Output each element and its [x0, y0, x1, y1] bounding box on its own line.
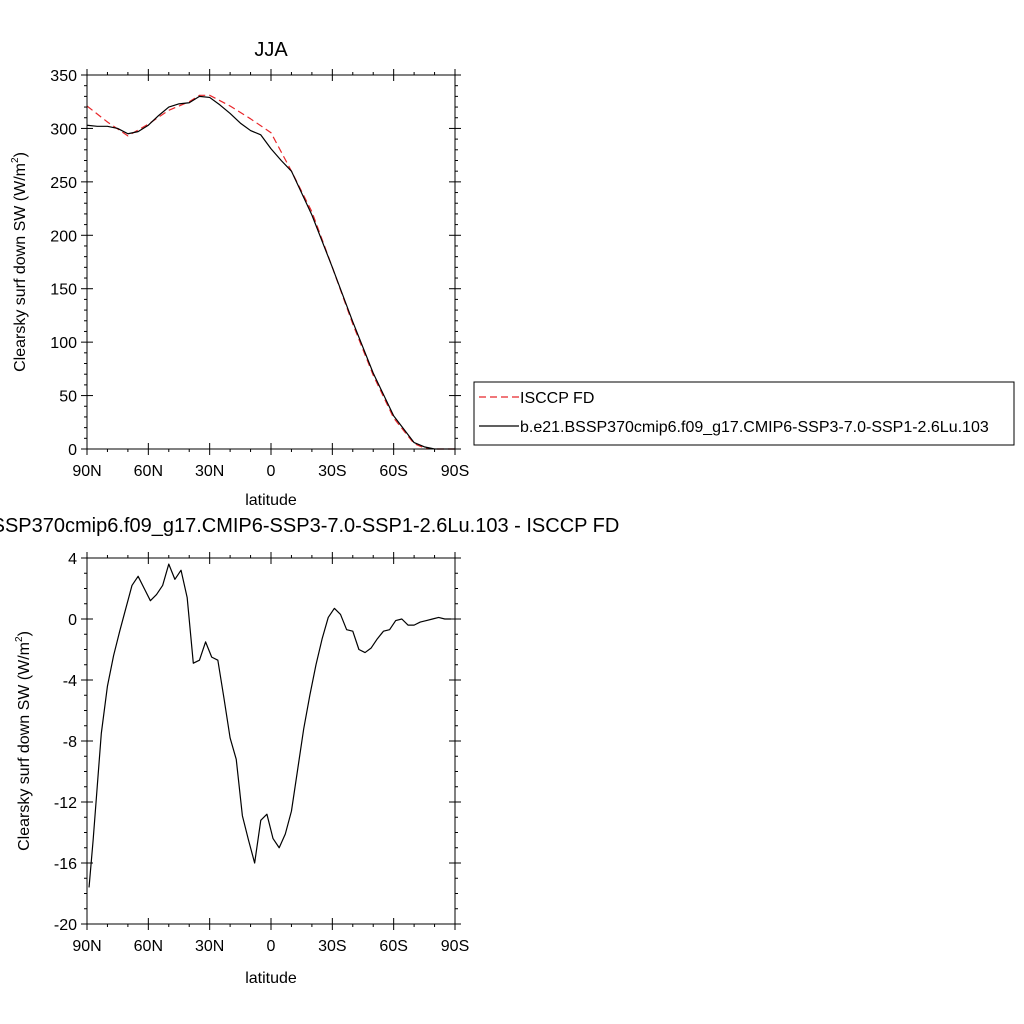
bottom-plot-frame: [86, 557, 456, 925]
y-tick-label: 0: [68, 612, 77, 629]
bottom-y-axis-label-sup: 2: [14, 636, 25, 642]
x-tick-label: 60S: [379, 938, 407, 955]
top-panel: JJA 90N 60N 30N 0 30S 60S 90S 0 50 100 150 200 250 3…: [10, 39, 469, 509]
top-y-axis-label-main: Clearsky surf down SW (W/m: [12, 163, 29, 372]
bottom-y-axis-label-end: ): [16, 631, 33, 636]
x-tick-label: 90S: [441, 463, 469, 480]
legend-label-isccp: ISCCP FD: [520, 390, 594, 407]
series-line-isccp: [86, 94, 455, 450]
x-tick-label: 90N: [72, 938, 101, 955]
top-x-axis-label: latitude: [245, 492, 297, 509]
y-tick-label: -16: [54, 856, 77, 873]
y-tick-label: -8: [63, 734, 77, 751]
x-tick-label: 0: [267, 463, 276, 480]
y-tick-label: 100: [50, 335, 77, 352]
legend-label-model: b.e21.BSSP370cmip6.f09_g17.CMIP6-SSP3-7.…: [520, 419, 989, 436]
top-series-group: [86, 94, 455, 450]
x-tick-label: 60N: [134, 463, 163, 480]
x-tick-label: 90N: [72, 463, 101, 480]
bottom-y-axis-label-main: Clearsky surf down SW (W/m: [16, 642, 33, 851]
y-tick-label: 300: [50, 121, 77, 138]
y-tick-label: 50: [59, 389, 77, 406]
bottom-panel: b.e21.BSSP370cmip6.f09_g17.CMIP6-SSP3-7.…: [0, 515, 619, 987]
y-tick-label: 4: [68, 551, 77, 568]
y-tick-label: -20: [54, 917, 77, 934]
top-x-tick-labels: 90N 60N 30N 0 30S 60S 90S: [72, 463, 469, 480]
top-y-axis-label-end: ): [12, 152, 29, 157]
x-tick-label: 60S: [379, 463, 407, 480]
series-line-model: [86, 95, 455, 450]
x-tick-label: 30N: [195, 938, 224, 955]
top-axes-ticks: [81, 69, 461, 455]
bottom-x-tick-labels: 90N 60N 30N 0 30S 60S 90S: [72, 938, 469, 955]
legend: ISCCP FD b.e21.BSSP370cmip6.f09_g17.CMIP…: [473, 381, 1015, 446]
y-tick-label: 350: [50, 68, 77, 85]
legend-box: [473, 381, 1015, 446]
top-chart-title: JJA: [254, 39, 288, 61]
bottom-y-tick-labels: 4 0 -4 -8 -12 -16 -20: [54, 551, 77, 934]
x-tick-label: 90S: [441, 938, 469, 955]
top-y-tick-labels: 0 50 100 150 200 250 300 350: [50, 68, 77, 459]
y-tick-label: -12: [54, 795, 77, 812]
series-line-model: [88, 563, 451, 888]
bottom-y-axis-label: Clearsky surf down SW (W/m2): [14, 631, 33, 851]
x-tick-label: 30N: [195, 463, 224, 480]
y-tick-label: 200: [50, 228, 77, 245]
y-tick-label: 0: [68, 442, 77, 459]
y-tick-label: 150: [50, 282, 77, 299]
x-tick-label: 30S: [318, 938, 346, 955]
x-tick-label: 0: [267, 938, 276, 955]
bottom-series-group: [88, 563, 451, 888]
bottom-axes-ticks: [81, 552, 461, 930]
top-y-axis-label: Clearsky surf down SW (W/m2): [10, 152, 29, 372]
x-tick-label: 30S: [318, 463, 346, 480]
top-plot-frame: [86, 74, 456, 450]
bottom-x-axis-label: latitude: [245, 970, 297, 987]
y-tick-label: 250: [50, 175, 77, 192]
bottom-chart-title: b.e21.BSSP370cmip6.f09_g17.CMIP6-SSP3-7.…: [0, 515, 619, 537]
top-y-axis-label-sup: 2: [10, 157, 21, 163]
x-tick-label: 60N: [134, 938, 163, 955]
y-tick-label: -4: [63, 673, 77, 690]
